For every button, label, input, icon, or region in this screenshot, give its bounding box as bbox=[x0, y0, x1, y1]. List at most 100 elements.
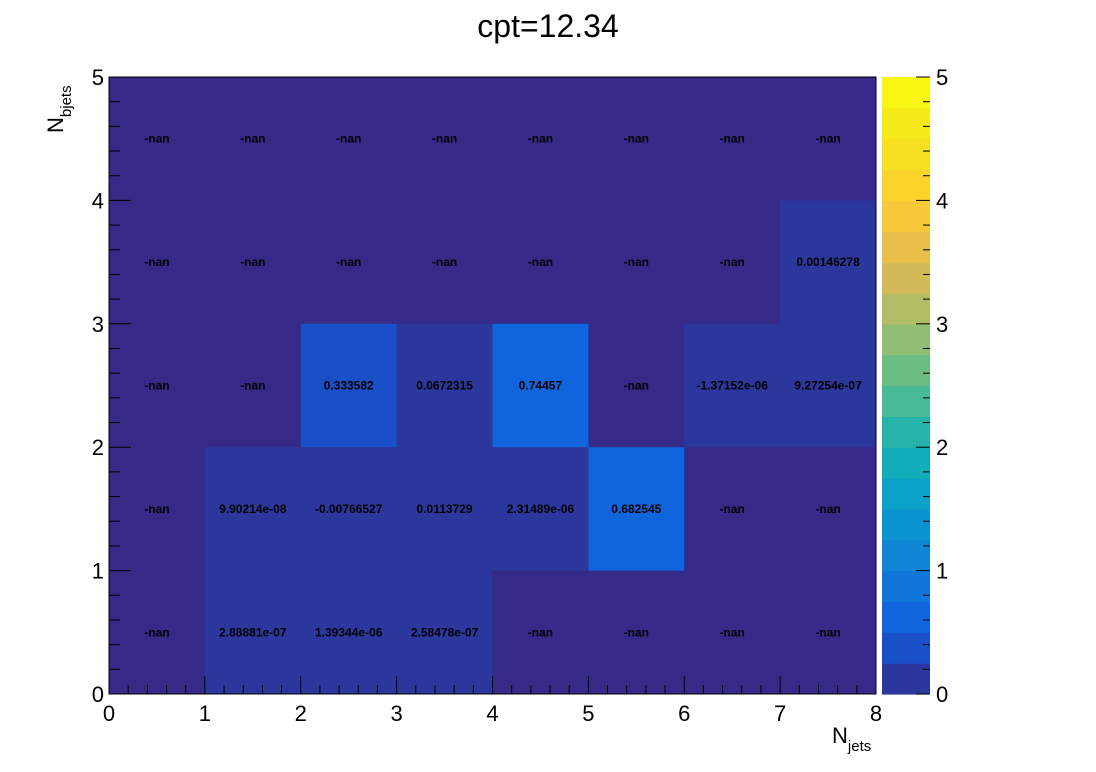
x-axis-title-sub: jets bbox=[847, 738, 871, 755]
cell-value-label: 9.27254e-07 bbox=[794, 379, 862, 393]
cell-value-label: -nan bbox=[528, 625, 553, 639]
cell-value-label: -nan bbox=[815, 625, 840, 639]
color-scale-level bbox=[882, 385, 930, 417]
x-tick-label: 1 bbox=[199, 701, 211, 726]
cell-value-label: 0.74457 bbox=[519, 379, 563, 393]
heatmap-cell bbox=[396, 323, 493, 448]
x-axis-title-main: N bbox=[832, 723, 848, 748]
cell-value-label: 2.58478e-07 bbox=[411, 625, 479, 639]
x-tick-label: 8 bbox=[870, 701, 882, 726]
cell-value-label: -nan bbox=[528, 132, 553, 146]
x-tick-label: 5 bbox=[582, 701, 594, 726]
x-axis-title: Njets bbox=[832, 723, 871, 755]
cell-value-label: -nan bbox=[144, 625, 169, 639]
color-scale-level bbox=[882, 539, 930, 572]
cell-value-label: -nan bbox=[336, 255, 361, 269]
color-scale-tick-label: 3 bbox=[936, 312, 948, 337]
color-scale-level bbox=[882, 632, 930, 664]
heatmap-cell bbox=[492, 447, 589, 571]
color-scale-bar: 0 1 2 3 4 5 bbox=[882, 65, 948, 707]
x-tick-label: 2 bbox=[295, 701, 307, 726]
color-scale-level bbox=[882, 508, 930, 541]
cell-value-label: -nan bbox=[240, 379, 265, 393]
cell-value-label: -nan bbox=[528, 255, 553, 269]
cell-value-label: -nan bbox=[624, 379, 649, 393]
heatmap-cell bbox=[300, 570, 397, 694]
x-tick-label: 7 bbox=[774, 701, 786, 726]
cell-value-label: -nan bbox=[720, 625, 745, 639]
cell-value-label: 0.682545 bbox=[611, 502, 661, 516]
cell-value-label: -nan bbox=[144, 255, 169, 269]
heatmap-cell bbox=[396, 447, 493, 571]
cell-value-label: -nan bbox=[144, 502, 169, 516]
cell-value-label: -nan bbox=[624, 255, 649, 269]
y-axis: 0 1 2 3 4 5 bbox=[92, 65, 131, 707]
cell-value-label: -nan bbox=[144, 379, 169, 393]
cell-value-label: -nan bbox=[240, 132, 265, 146]
cell-value-label: -nan bbox=[815, 132, 840, 146]
cell-value-label: 0.333582 bbox=[324, 379, 374, 393]
heatmap-cell bbox=[396, 570, 493, 694]
color-scale-level bbox=[882, 77, 930, 109]
color-scale-level bbox=[882, 200, 930, 232]
cell-value-label: -nan bbox=[432, 255, 457, 269]
color-scale-level bbox=[882, 570, 930, 603]
cell-value-label: -nan bbox=[720, 255, 745, 269]
x-axis: 0 1 2 3 4 5 6 7 8 bbox=[103, 676, 882, 726]
x-tick-label: 0 bbox=[103, 701, 115, 726]
cell-value-label: -nan bbox=[432, 132, 457, 146]
y-axis-title: Nbjets bbox=[43, 85, 75, 133]
y-tick-label: 4 bbox=[92, 188, 104, 213]
color-scale-level bbox=[882, 292, 930, 325]
heatmap-cell bbox=[300, 323, 397, 448]
cell-value-label: 0.00146278 bbox=[796, 255, 860, 269]
cell-value-label: -0.00766527 bbox=[315, 502, 383, 516]
cell-value-label: -1.37152e-06 bbox=[696, 379, 768, 393]
cell-value-label: 2.88881e-07 bbox=[219, 625, 287, 639]
cell-value-label: -nan bbox=[336, 132, 361, 146]
cell-value-label: 9.90214e-08 bbox=[219, 502, 287, 516]
heatmap-cells bbox=[109, 77, 876, 694]
color-scale-level bbox=[882, 416, 930, 448]
y-tick-label: 2 bbox=[92, 435, 104, 460]
color-scale-tick-label: 2 bbox=[936, 435, 948, 460]
color-scale-level bbox=[882, 138, 930, 171]
cell-value-label: 1.39344e-06 bbox=[315, 625, 383, 639]
y-tick-label: 3 bbox=[92, 312, 104, 337]
color-scale-level bbox=[882, 107, 930, 140]
x-tick-label: 6 bbox=[678, 701, 690, 726]
color-scale-level bbox=[882, 169, 930, 201]
y-tick-label: 5 bbox=[92, 65, 104, 90]
x-tick-label: 3 bbox=[391, 701, 403, 726]
cell-value-label: 2.31489e-06 bbox=[507, 502, 575, 516]
cell-value-label: -nan bbox=[815, 502, 840, 516]
heatmap-cell bbox=[300, 447, 397, 571]
y-tick-label: 0 bbox=[92, 682, 104, 707]
heatmap-cell bbox=[780, 323, 876, 448]
cell-value-label: -nan bbox=[624, 132, 649, 146]
heatmap-cell bbox=[204, 570, 301, 694]
heatmap-cell bbox=[492, 323, 589, 448]
color-scale-level bbox=[882, 663, 930, 695]
heatmap-cell bbox=[780, 200, 876, 324]
x-tick-label: 4 bbox=[486, 701, 498, 726]
cell-value-label: -nan bbox=[240, 255, 265, 269]
color-scale-tick-label: 1 bbox=[936, 559, 948, 584]
cell-value-label: 0.0672315 bbox=[416, 379, 473, 393]
cell-value-label: -nan bbox=[624, 625, 649, 639]
heatmap-cell-labels: -nan 2.88881e-07 1.39344e-06 2.58478e-07 -na… bbox=[144, 132, 862, 640]
cell-value-label: 0.0113729 bbox=[417, 502, 473, 516]
y-tick-label: 1 bbox=[92, 559, 104, 584]
cell-value-label: -nan bbox=[720, 502, 745, 516]
y-axis-title-sub: bjets bbox=[58, 85, 75, 117]
y-axis-title-main: N bbox=[43, 117, 68, 133]
chart-title: cpt=12.34 bbox=[477, 8, 618, 44]
color-scale-level bbox=[882, 354, 930, 387]
heatmap-cell bbox=[684, 323, 781, 448]
heatmap-cell bbox=[588, 447, 685, 571]
color-scale-tick-label: 5 bbox=[936, 65, 948, 90]
color-scale-tick-label: 0 bbox=[936, 682, 948, 707]
color-scale-level bbox=[882, 231, 930, 263]
color-scale-level bbox=[882, 478, 930, 510]
